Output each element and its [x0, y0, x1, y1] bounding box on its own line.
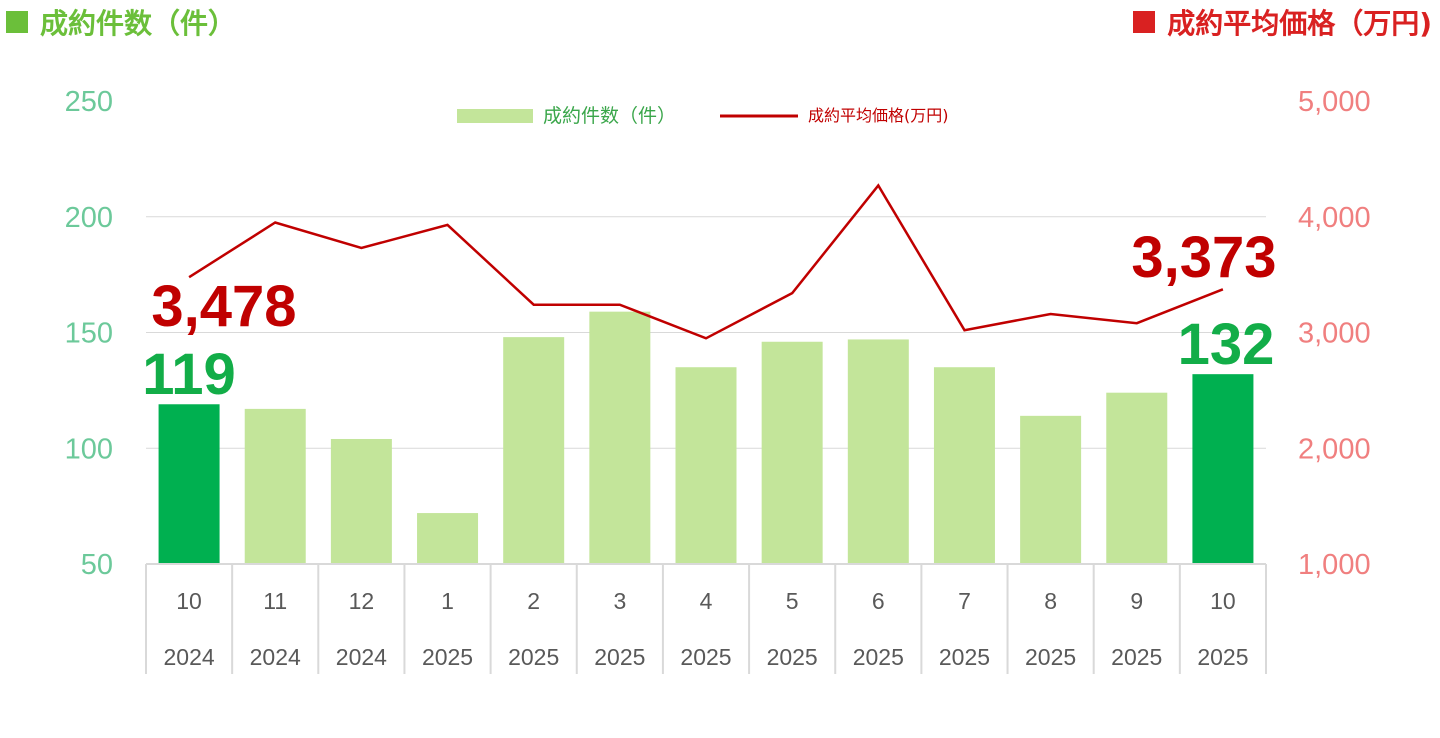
last-price-label: 3,373: [1131, 225, 1276, 290]
year-label: 2025: [422, 644, 473, 670]
bar: [1106, 392, 1168, 564]
month-label: 10: [176, 588, 202, 614]
month-label: 8: [1044, 588, 1057, 614]
right-tick-label: 5,000: [1298, 86, 1371, 118]
month-label: 11: [263, 588, 287, 614]
bar: [158, 404, 220, 564]
legend-bar-label: 成約件数（件）: [543, 105, 676, 127]
left-axis-title: 成約件数（件）: [6, 2, 236, 42]
first-count-label: 119: [142, 342, 236, 407]
bar: [589, 311, 651, 564]
left-tick-label: 150: [65, 318, 113, 350]
right-tick-label: 4,000: [1298, 202, 1371, 234]
right-axis-ticks: 5,000 4,000 3,000 2,000 1,000: [1298, 86, 1371, 581]
bar: [417, 513, 479, 564]
bar: [330, 438, 392, 564]
legend-line-label: 成約平均価格(万円): [808, 106, 949, 125]
bar: [1020, 415, 1082, 564]
month-label: 10: [1210, 588, 1236, 614]
first-price-label: 3,478: [151, 274, 296, 339]
right-tick-label: 1,000: [1298, 549, 1371, 581]
year-label: 2024: [250, 644, 301, 670]
bar: [761, 341, 823, 564]
month-label: 6: [872, 588, 885, 614]
year-label: 2025: [1111, 644, 1162, 670]
month-label: 1: [441, 588, 454, 614]
annotations: 119 132 3,478 3,373: [142, 225, 1276, 407]
left-tick-label: 100: [65, 433, 113, 465]
bar: [847, 339, 909, 564]
legend: 成約件数（件） 成約平均価格(万円): [457, 105, 949, 127]
bar: [503, 337, 565, 564]
year-label: 2025: [939, 644, 990, 670]
year-label: 2025: [508, 644, 559, 670]
year-label: 2024: [336, 644, 387, 670]
red-square-icon: [1133, 11, 1156, 33]
year-label: 2025: [680, 644, 731, 670]
right-axis-title-text: 成約平均価格（万円): [1167, 7, 1432, 40]
year-label: 2025: [1025, 644, 1076, 670]
month-label: 3: [613, 588, 626, 614]
year-label: 2025: [594, 644, 645, 670]
right-axis-title: 成約平均価格（万円): [1133, 2, 1432, 42]
month-label: 2: [527, 588, 540, 614]
legend-bar-swatch: [457, 109, 533, 123]
last-count-label: 132: [1178, 312, 1275, 377]
bar: [1192, 374, 1254, 564]
month-label: 9: [1130, 588, 1143, 614]
month-label: 5: [786, 588, 799, 614]
right-tick-label: 2,000: [1298, 433, 1371, 465]
month-label: 4: [700, 588, 713, 614]
bar: [675, 367, 737, 564]
month-label: 7: [958, 588, 971, 614]
bar-series: [158, 311, 1254, 564]
year-label: 2025: [767, 644, 818, 670]
bar: [933, 367, 995, 564]
year-label: 2025: [1197, 644, 1248, 670]
year-label: 2024: [163, 644, 214, 670]
green-square-icon: [6, 11, 28, 33]
line-series: [188, 183, 1224, 340]
left-tick-label: 250: [65, 86, 113, 118]
right-tick-label: 3,000: [1298, 318, 1371, 350]
price-line: [188, 183, 1224, 340]
left-axis-ticks: 250 200 150 100 50: [65, 86, 113, 581]
left-axis-title-text: 成約件数（件）: [40, 7, 237, 40]
left-tick-label: 50: [81, 549, 113, 581]
month-label: 12: [349, 588, 375, 614]
year-label: 2025: [853, 644, 904, 670]
category-axis: 10 2024 11 2024 12 2024 1 2025 2 2025 3 2025 4 2025 5 2…: [145, 563, 1267, 674]
left-tick-label: 200: [65, 202, 113, 234]
bar: [244, 408, 306, 564]
